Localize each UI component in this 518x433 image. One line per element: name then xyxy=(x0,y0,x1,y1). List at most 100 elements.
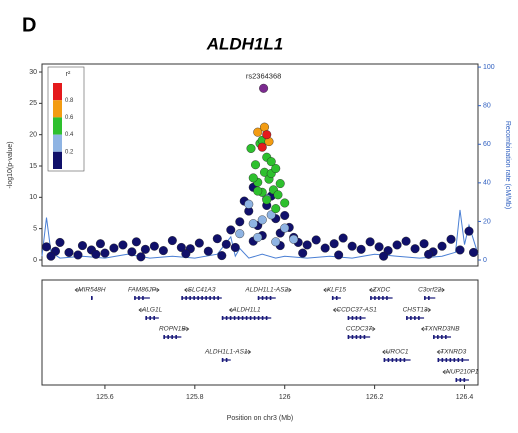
gene-label: ROPN1B xyxy=(159,326,186,333)
snp-point xyxy=(374,242,384,252)
strand-arrow xyxy=(285,287,292,293)
snp-point xyxy=(392,240,402,250)
snp-point xyxy=(424,249,434,259)
strand-arrow xyxy=(184,287,191,293)
x-axis-label: Position on chr3 (Mb) xyxy=(227,415,294,422)
gene-exon xyxy=(245,316,248,320)
snp-point xyxy=(55,237,65,247)
snp-point xyxy=(338,233,348,243)
snp-point xyxy=(329,239,339,249)
gene-exon xyxy=(437,335,439,339)
gene-exon xyxy=(269,296,272,300)
strand-arrow xyxy=(368,326,376,332)
gene-label: UROC1 xyxy=(386,349,409,356)
legend-swatch xyxy=(53,100,62,118)
snp-point xyxy=(226,225,236,235)
panel-label: D xyxy=(22,14,36,36)
gene-exon xyxy=(193,296,195,300)
gene-exon xyxy=(359,316,362,320)
snp-point xyxy=(271,164,281,174)
gene-exon xyxy=(455,378,458,382)
snp-point xyxy=(280,223,290,233)
gene-exon xyxy=(217,296,219,300)
gene-exon xyxy=(391,358,394,362)
gene-exon xyxy=(90,296,93,300)
snp-point xyxy=(203,246,213,256)
gene-exon xyxy=(445,358,448,362)
gene-label: CCDC37-AS1 xyxy=(336,307,377,314)
snp-point xyxy=(77,241,87,251)
snp-point xyxy=(127,247,137,257)
snp-point xyxy=(347,241,357,251)
gene-label: ALDH1L1 xyxy=(231,307,261,314)
gene-label: ZXDC xyxy=(372,287,391,294)
gene-exon xyxy=(355,316,358,320)
y-tick-label: 30 xyxy=(29,69,37,76)
gene-exon xyxy=(359,335,362,339)
gene-exon xyxy=(387,358,390,362)
x-tick-label: 126 xyxy=(279,394,291,401)
strand-arrow xyxy=(74,287,82,293)
snp-point xyxy=(248,219,258,229)
snp-point xyxy=(158,246,168,256)
gene-exon xyxy=(241,316,244,320)
gene-label: ALG1L xyxy=(141,307,163,314)
gene-exon xyxy=(441,335,443,339)
snp-point xyxy=(289,234,299,244)
x-tick-label: 125.8 xyxy=(186,394,204,401)
gene-exon xyxy=(171,335,173,339)
snp-point xyxy=(217,251,227,261)
x-tick-label: 125.6 xyxy=(96,394,114,401)
snp-point xyxy=(235,217,245,227)
strand-arrow xyxy=(244,349,252,355)
legend-tick-label: 0.2 xyxy=(65,149,74,155)
snp-point xyxy=(212,234,222,244)
y-tick-label: 5 xyxy=(33,226,37,233)
gene-exon xyxy=(257,296,260,300)
snp-point xyxy=(64,247,74,257)
gene-exon xyxy=(347,335,350,339)
gene-label: ALDH1L1-AS2 xyxy=(244,287,288,294)
snp-point xyxy=(253,127,263,137)
strand-arrow xyxy=(332,307,340,313)
gene-exon xyxy=(382,296,384,300)
snp-point xyxy=(302,240,312,250)
gene-exon xyxy=(351,316,354,320)
gene-exon xyxy=(370,296,372,300)
snp-point xyxy=(259,83,269,93)
gene-exon xyxy=(406,316,408,320)
snp-point xyxy=(46,251,56,261)
snp-point xyxy=(419,239,429,249)
snp-point xyxy=(100,248,110,258)
gene-exon xyxy=(355,335,358,339)
snp-point xyxy=(275,179,285,189)
gene-exon xyxy=(351,335,354,339)
snp-point xyxy=(410,244,420,254)
gene-exon xyxy=(201,296,203,300)
gene-exon xyxy=(414,316,416,320)
gene-exon xyxy=(237,316,240,320)
snp-point xyxy=(320,243,330,253)
gene-label: TXNRD3NB xyxy=(425,326,461,333)
gene-exon xyxy=(229,316,232,320)
gene-exon xyxy=(163,335,165,339)
snp-point xyxy=(253,186,263,196)
recombination-line xyxy=(41,209,479,259)
snp-point xyxy=(248,173,258,183)
lead-snp-label: rs2364368 xyxy=(246,71,281,80)
snp-point xyxy=(235,229,245,239)
snp-point xyxy=(298,248,308,258)
gene-exon xyxy=(457,358,460,362)
gene-exon xyxy=(441,358,444,362)
y-tick-label: 10 xyxy=(29,194,37,201)
snp-point xyxy=(379,251,389,261)
gene-exon xyxy=(181,296,183,300)
gene-exon xyxy=(197,296,199,300)
gene-exon xyxy=(221,358,224,362)
gene-exon xyxy=(410,316,412,320)
snp-point xyxy=(365,237,375,247)
snp-point xyxy=(356,244,366,254)
snp-point xyxy=(244,199,254,209)
y-tick-label: 15 xyxy=(29,163,37,170)
